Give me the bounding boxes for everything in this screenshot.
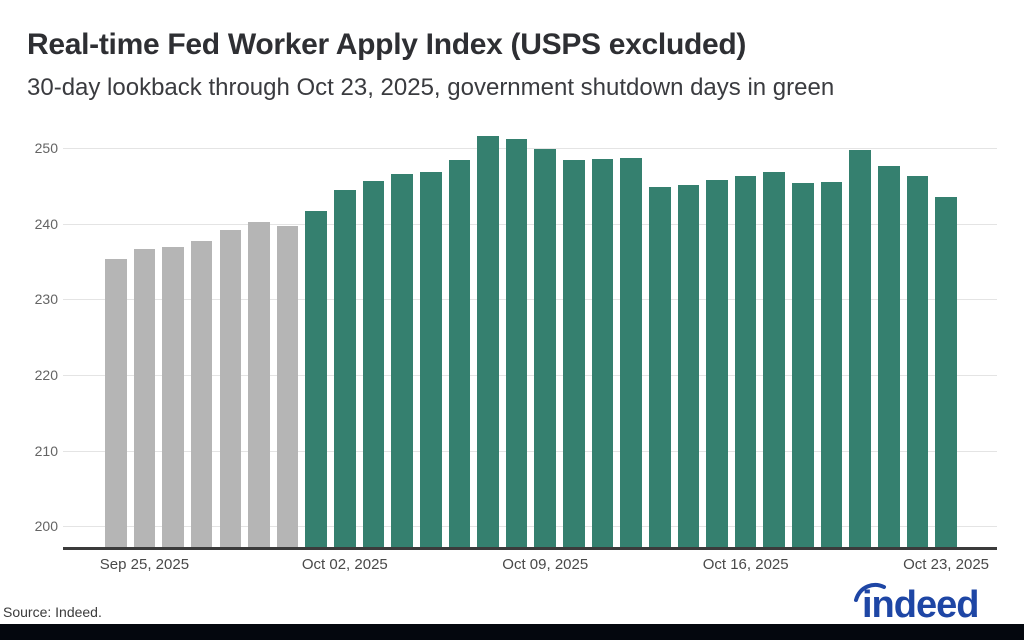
bar: [563, 159, 585, 549]
bar: [190, 240, 213, 549]
bar: [591, 158, 614, 549]
logo-swoosh-icon: [854, 582, 886, 602]
y-axis-tick-label: 220: [34, 367, 58, 384]
bar: [505, 139, 528, 549]
bar: [935, 197, 957, 549]
gridline: [63, 223, 997, 225]
chart-subtitle: 30-day lookback through Oct 23, 2025, go…: [27, 74, 835, 101]
bar: [391, 173, 413, 549]
bar: [648, 186, 671, 549]
bar: [620, 158, 642, 549]
y-axis-tick-label: 200: [34, 518, 58, 535]
x-axis-tick-label: Sep 25, 2025: [99, 556, 190, 573]
bar: [105, 258, 127, 549]
logo-wordmark: indeed: [862, 584, 978, 622]
source-note: Source: Indeed.: [3, 604, 102, 620]
bar: [906, 176, 929, 549]
y-axis-tick-label: 250: [34, 140, 58, 157]
bar: [706, 180, 728, 549]
bar: [677, 184, 700, 549]
bar: [162, 247, 184, 549]
footer-bar: [0, 624, 1024, 640]
chart-title: Real-time Fed Worker Apply Index (USPS e…: [27, 28, 747, 61]
x-axis-tick-label: Oct 16, 2025: [702, 556, 789, 573]
bar: [133, 248, 156, 549]
x-axis-tick-label: Oct 02, 2025: [301, 556, 388, 573]
indeed-logo: indeed: [854, 582, 979, 622]
x-axis-tick-label: Oct 23, 2025: [903, 556, 990, 573]
bar: [878, 165, 900, 549]
plot-area: [63, 128, 997, 550]
bar: [362, 180, 385, 549]
bar: [534, 149, 557, 549]
bar: [419, 171, 442, 549]
gridline: [63, 148, 997, 150]
bar: [849, 149, 871, 549]
bar: [334, 189, 356, 549]
bar: [734, 175, 757, 549]
gridline: [63, 450, 997, 452]
bar: [305, 211, 327, 549]
bar: [820, 182, 843, 549]
bar: [763, 172, 786, 549]
bar: [276, 226, 299, 549]
x-axis-tick-label: Oct 09, 2025: [502, 556, 589, 573]
y-axis-tick-label: 230: [34, 291, 58, 308]
bar: [477, 136, 499, 549]
y-axis-tick-label: 210: [34, 442, 58, 459]
y-axis-tick-label: 240: [34, 215, 58, 232]
bar: [248, 222, 270, 549]
gridline: [63, 526, 997, 528]
gridline: [63, 375, 997, 377]
gridline: [63, 299, 997, 301]
x-axis-line: [63, 547, 997, 550]
bar: [219, 229, 242, 549]
bar: [448, 159, 471, 549]
bar: [792, 183, 814, 549]
